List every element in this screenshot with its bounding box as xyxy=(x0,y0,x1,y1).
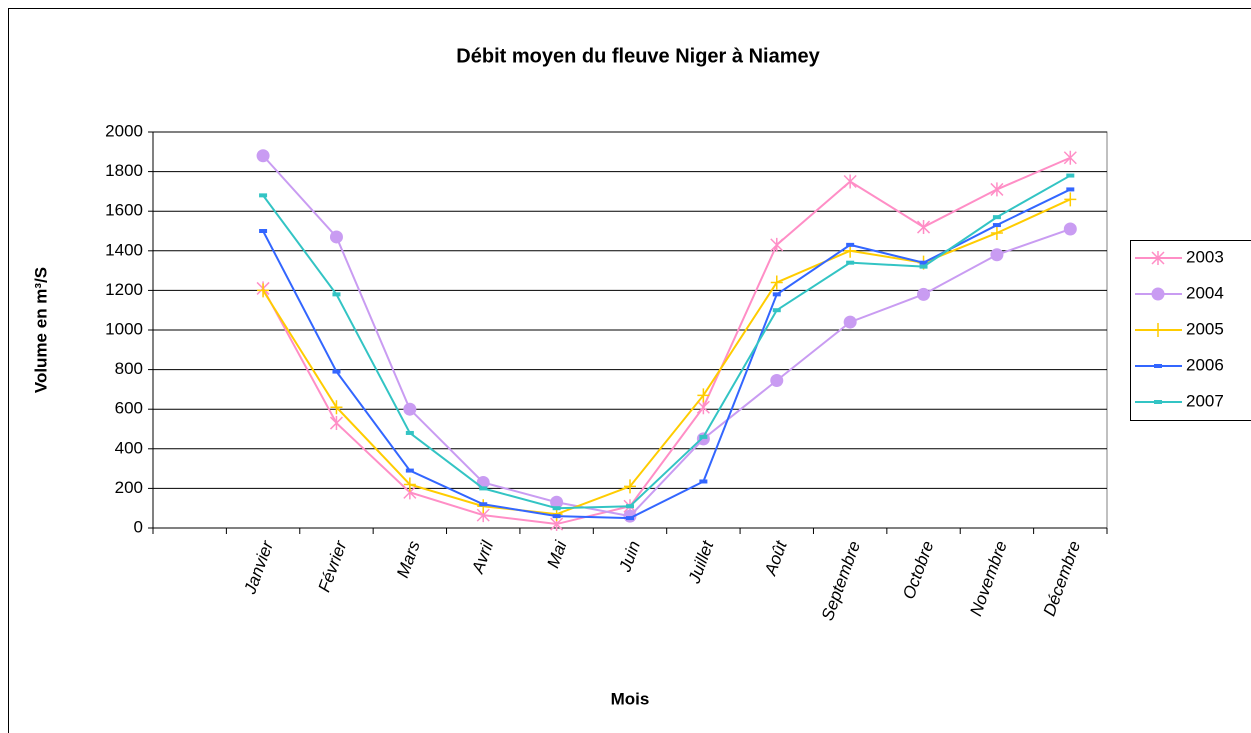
point xyxy=(1064,192,1077,207)
point xyxy=(403,477,416,492)
point xyxy=(770,237,784,252)
y-tick-label: 2000 xyxy=(105,121,143,140)
point xyxy=(1063,222,1077,236)
point xyxy=(256,149,270,163)
point xyxy=(843,315,857,329)
point xyxy=(1151,251,1165,265)
series-line xyxy=(262,156,1071,526)
y-tick-label: 1000 xyxy=(105,319,143,338)
y-tick-label: 1800 xyxy=(105,161,143,180)
y-tick-label: 1600 xyxy=(105,201,143,220)
point xyxy=(990,225,1003,240)
point xyxy=(624,479,636,494)
point xyxy=(770,275,783,290)
point xyxy=(1063,150,1077,165)
point xyxy=(257,283,270,298)
y-tick-label: 0 xyxy=(134,517,143,536)
series-line xyxy=(262,155,1071,518)
y-tick-label: 800 xyxy=(115,359,143,378)
point xyxy=(330,400,343,415)
legend-label: 2005 xyxy=(1186,319,1224,338)
y-tick-label: 400 xyxy=(115,438,143,457)
y-tick-label: 1400 xyxy=(105,240,143,259)
point xyxy=(403,402,417,416)
y-tick-label: 600 xyxy=(115,399,143,418)
legend-label: 2007 xyxy=(1186,391,1224,410)
point xyxy=(843,174,857,189)
point xyxy=(990,182,1004,197)
series-line xyxy=(262,174,1071,510)
x-axis-label: Mois xyxy=(611,689,650,708)
point xyxy=(329,230,343,244)
chart-title: Débit moyen du fleuve Niger à Niamey xyxy=(456,45,820,67)
y-tick-label: 1200 xyxy=(105,280,143,299)
point xyxy=(1152,323,1164,337)
point xyxy=(917,220,931,235)
point xyxy=(329,416,343,431)
point xyxy=(696,400,710,415)
series-line xyxy=(262,188,1071,520)
legend-label: 2004 xyxy=(1186,283,1224,302)
y-tick-label: 200 xyxy=(115,478,143,497)
legend-label: 2006 xyxy=(1186,355,1224,374)
point xyxy=(1151,287,1165,301)
point xyxy=(697,388,710,403)
point xyxy=(990,248,1004,262)
point xyxy=(917,287,931,301)
legend-label: 2003 xyxy=(1186,247,1224,266)
point xyxy=(550,495,564,509)
y-axis-label: Volume en m³/S xyxy=(31,267,50,393)
point xyxy=(770,373,784,387)
